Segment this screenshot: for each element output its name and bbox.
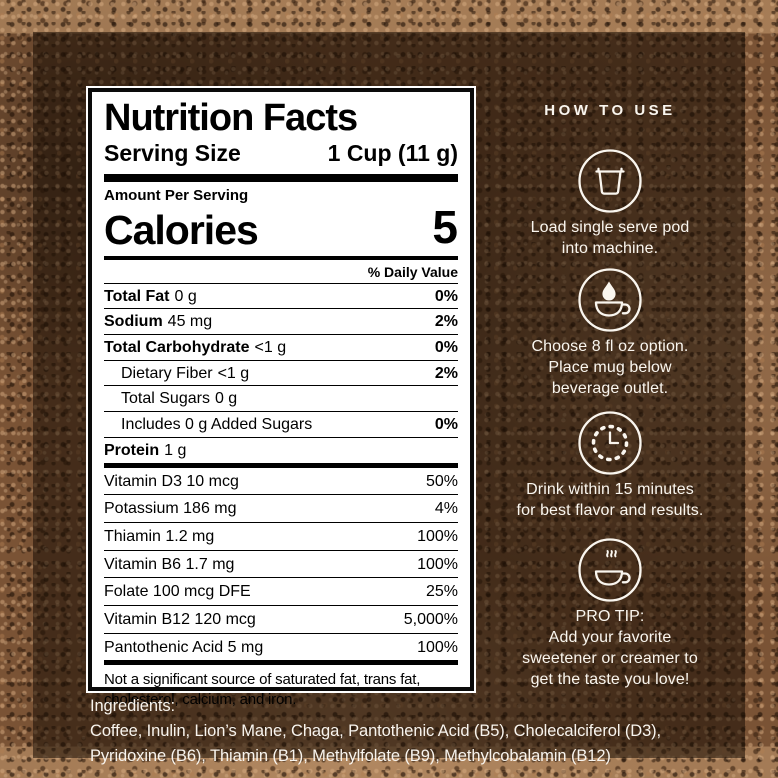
thick-divider xyxy=(104,462,458,468)
pod-icon xyxy=(577,148,643,214)
vitamin-row: Pantothenic Acid 5 mg 100% xyxy=(104,632,458,661)
nutrient-row: Total Sugars 0 g xyxy=(104,385,458,411)
nutrient-amount: 45 mg xyxy=(167,313,213,331)
nutrient-amount: <1 g xyxy=(217,364,250,382)
thick-divider xyxy=(104,660,458,666)
steam-mug-icon xyxy=(577,537,643,603)
serving-size-label: Serving Size xyxy=(104,139,241,166)
nutrient-row: Sodium 45 mg 2% xyxy=(104,308,458,334)
how-to-use-title: HOW TO USE xyxy=(544,102,676,119)
vitamin-row: Thiamin 1.2 mg 100% xyxy=(104,521,458,550)
caption-line: into machine. xyxy=(561,240,659,258)
nutrient-amount: 0 g xyxy=(214,390,238,408)
caption-line: Drink within 15 minutes xyxy=(526,481,694,498)
vitamin-name: Pantothenic Acid 5 mg xyxy=(104,638,264,656)
ingredients-line: Pyridoxine (B6), Thiamin (B1), Methylfol… xyxy=(90,746,611,765)
caption-line: get the taste you love! xyxy=(530,671,690,689)
vitamin-percent: 100% xyxy=(417,555,458,573)
serving-size-row: Serving Size 1 Cup (11 g) xyxy=(104,139,458,166)
nutrient-name: Sodium xyxy=(104,313,163,331)
caption-line: Place mug below xyxy=(548,359,672,377)
amount-per-serving: Amount Per Serving xyxy=(104,187,249,205)
vitamin-row: Potassium 186 mg 4% xyxy=(104,494,458,522)
vitamin-percent: 25% xyxy=(425,583,458,601)
ingredients-heading: Ingredients: xyxy=(90,697,176,715)
clock-icon xyxy=(577,410,643,476)
nutrient-name: Includes 0 g Added Sugars xyxy=(121,416,313,434)
caption-line: sweetener or creamer to xyxy=(522,650,698,668)
vitamin-row: Vitamin B6 1.7 mg 100% xyxy=(104,549,458,578)
nutrient-row: Total Carbohydrate <1 g 0% xyxy=(104,334,458,360)
caption-line: PRO TIP: xyxy=(575,608,645,625)
how-to-use-step: Choose 8 fl oz option. Place mug below b… xyxy=(496,267,724,399)
caption-line: Choose 8 fl oz option. xyxy=(531,338,689,355)
vitamin-percent: 50% xyxy=(425,472,458,490)
vitamin-percent: 4% xyxy=(434,500,458,518)
ingredients-block: Ingredients: Coffee, Inulin, Lion’s Mane… xyxy=(90,694,735,768)
nutrient-row: Includes 0 g Added Sugars 0% xyxy=(104,411,458,437)
how-to-use-step: Drink within 15 minutes for best flavor … xyxy=(496,410,724,521)
nutrient-name: Total Fat xyxy=(104,287,170,305)
how-to-use-step: Load single serve pod into machine. xyxy=(496,148,724,259)
step-caption: Choose 8 fl oz option. Place mug below b… xyxy=(532,336,689,399)
step-caption: Load single serve pod into machine. xyxy=(531,217,690,259)
calories-value: 5 xyxy=(432,201,458,254)
nutrient-row: Dietary Fiber <1 g 2% xyxy=(104,359,458,386)
nutrient-percent: 2% xyxy=(434,313,458,331)
nutrient-amount: 0 g xyxy=(174,287,197,305)
nutrient-percent: 0% xyxy=(434,339,458,357)
nutrition-facts-title: Nutrition Facts xyxy=(104,97,358,139)
vitamin-percent: 5,000% xyxy=(403,610,458,628)
step-caption: PRO TIP: Add your favorite sweetener or … xyxy=(522,606,698,690)
caption-line: Load single serve pod xyxy=(530,219,690,236)
daily-value-header: % Daily Value xyxy=(367,263,458,280)
thick-divider xyxy=(104,174,458,183)
nutrient-name: Total Sugars xyxy=(121,390,210,408)
label-footnote: Not a significant source of saturated fa… xyxy=(104,671,421,708)
vitamin-row: Vitamin B12 120 mcg 5,000% xyxy=(104,604,458,633)
nutrient-name: Protein xyxy=(104,441,160,459)
nutrient-name: Dietary Fiber xyxy=(121,364,213,382)
nutrient-amount: <1 g xyxy=(254,339,287,357)
drop-mug-icon xyxy=(577,267,643,333)
nutrient-percent: 2% xyxy=(434,364,458,382)
how-to-use-step: PRO TIP: Add your favorite sweetener or … xyxy=(496,537,724,690)
serving-size-value: 1 Cup (11 g) xyxy=(327,139,458,166)
nutrition-label: Nutrition Facts Serving Size 1 Cup (11 g… xyxy=(86,86,476,708)
nutrient-percent: 0% xyxy=(434,287,458,305)
calories-label: Calories xyxy=(104,206,259,253)
nutrient-row: Total Fat 0 g 0% xyxy=(104,282,458,309)
how-to-use-panel: HOW TO USE Load single serve pod into ma… xyxy=(496,0,724,778)
vitamin-percent: 100% xyxy=(417,638,458,656)
caption-line: Add your favorite xyxy=(548,629,672,647)
caption-line: for best flavor and results. xyxy=(516,502,704,520)
vitamin-name: Vitamin D3 10 mcg xyxy=(104,472,239,490)
nutrient-amount: 1 g xyxy=(164,441,187,459)
vitamin-name: Potassium 186 mg xyxy=(104,500,237,518)
vitamin-name: Thiamin 1.2 mg xyxy=(104,527,215,545)
ingredients-line: Coffee, Inulin, Lion’s Mane, Chaga, Pant… xyxy=(90,721,662,740)
vitamin-percent: 100% xyxy=(417,527,458,545)
vitamin-name: Vitamin B12 120 mcg xyxy=(104,610,256,628)
nutrient-name: Total Carbohydrate xyxy=(104,339,250,357)
nutrient-percent: 0% xyxy=(434,416,458,434)
nutrient-row: Protein 1 g xyxy=(104,436,458,463)
vitamin-row: Folate 100 mcg DFE 25% xyxy=(104,577,458,605)
vitamin-name: Vitamin B6 1.7 mg xyxy=(104,555,235,573)
medium-divider xyxy=(104,255,458,260)
vitamin-row: Vitamin D3 10 mcg 50% xyxy=(104,468,458,495)
calories-row: Calories 5 xyxy=(104,201,458,254)
vitamin-name: Folate 100 mcg DFE xyxy=(104,583,251,601)
caption-line: beverage outlet. xyxy=(551,380,669,398)
step-caption: Drink within 15 minutes for best flavor … xyxy=(517,479,704,521)
